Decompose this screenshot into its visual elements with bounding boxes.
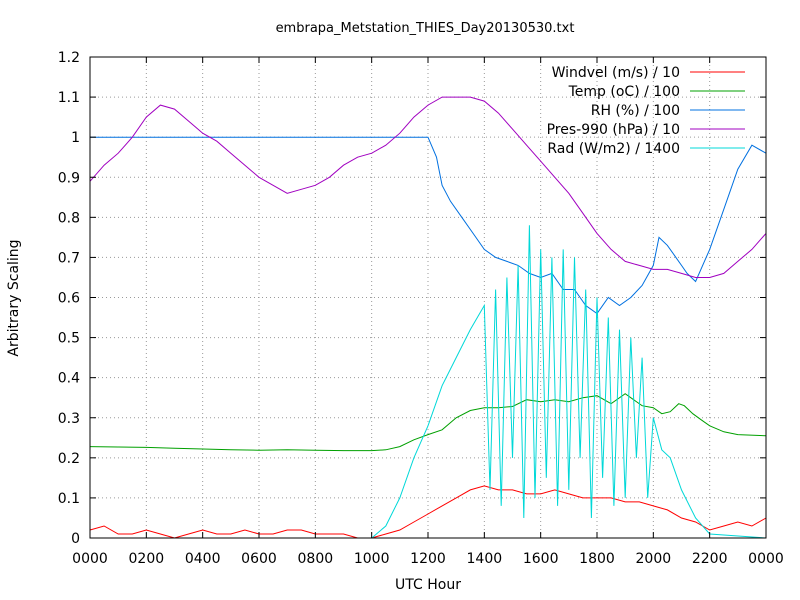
x-tick-label: 0200 [129,551,165,567]
series-lines [89,96,767,539]
x-tick-label: 0600 [241,551,277,567]
x-axis-label: UTC Hour [395,577,461,593]
y-tick-label: 0.1 [58,491,80,507]
series-line-1 [89,485,767,539]
series-line-4 [89,96,767,278]
x-tick-label: 1400 [467,551,503,567]
legend-label: RH (%) / 100 [591,103,680,119]
y-tick-label: 0.9 [58,170,80,186]
legend-label: Pres-990 (hPa) / 10 [547,122,680,138]
x-tick-label: 0000 [748,551,784,567]
x-tick-label: 1200 [410,551,446,567]
x-tick-label: 2000 [636,551,672,567]
x-tick-label: 2200 [692,551,728,567]
x-tick-label: 0000 [72,551,108,567]
y-tick-label: 1.1 [58,90,80,106]
y-tick-label: 0.2 [58,451,80,467]
legend-label: Windvel (m/s) / 10 [552,65,680,81]
axis-ticks: 0 0.1 0.2 0.3 0.4 0.5 0.6 0.7 0.8 0.9 1 1.1 1.2 0000 0… [58,50,784,567]
series-line-5 [90,225,767,539]
y-tick-label: 1 [71,130,80,146]
y-tick-label: 0 [71,531,80,547]
legend: Windvel (m/s) / 10 Temp (oC) / 100 RH (%) … [547,65,745,157]
y-tick-label: 0.6 [58,291,80,307]
y-tick-label: 1.2 [58,50,80,66]
y-tick-label: 0.4 [58,371,80,387]
x-tick-label: 1600 [523,551,559,567]
series-line-3 [90,136,767,315]
chart-title: embrapa_Metstation_THIES_Day20130530.txt [276,21,575,36]
x-tick-label: 0800 [298,551,334,567]
x-tick-label: 1000 [354,551,390,567]
series-line-2 [89,393,767,452]
y-tick-label: 0.5 [58,331,80,347]
y-tick-label: 0.3 [58,411,80,427]
legend-label: Temp (oC) / 100 [568,84,680,100]
x-tick-label: 0400 [185,551,221,567]
y-tick-label: 0.8 [58,210,80,226]
x-tick-label: 1800 [579,551,615,567]
y-axis-label: Arbitrary Scaling [6,239,22,356]
legend-label: Rad (W/m2) / 1400 [547,141,680,157]
y-tick-label: 0.7 [58,250,80,266]
